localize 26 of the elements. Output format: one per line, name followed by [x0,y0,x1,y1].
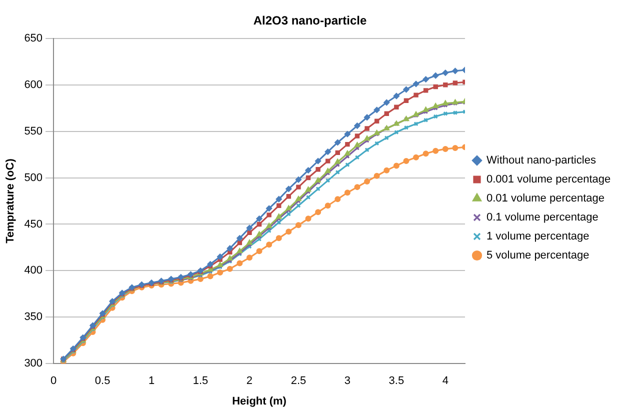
x-tick-label: 1.5 [192,375,208,388]
x-tick-label: 0.5 [94,375,110,388]
legend-label: Without nano-particles [486,154,596,167]
legend-label: 0.1 volume percentage [486,212,598,224]
x-axis-title: Height (m) [232,395,287,408]
y-tick-label: 550 [24,125,43,138]
y-tick-label: 600 [24,78,43,91]
x-tick-label: 4 [442,375,448,388]
y-tick-label: 350 [24,311,43,324]
x-tick-label: 1 [148,375,155,388]
x-tick-label: 3 [344,375,351,388]
legend-label: 1 volume percentage [486,230,590,243]
y-tick-label: 300 [24,358,43,370]
y-axis-title: Temprature (oC) [4,158,17,244]
x-tick-label: 0 [50,375,57,388]
x-tick-label: 3.5 [388,375,404,388]
legend-label: 5 volume percentage [486,250,590,262]
y-tick-label: 650 [24,32,43,44]
x-tick-label: 2 [246,375,253,388]
y-tick-label: 400 [24,264,43,277]
legend-label: 0.01 volume percentage [486,192,605,205]
x-tick-label: 2.5 [290,375,306,388]
chart-title: Al2O3 nano-particle [253,14,367,28]
y-tick-label: 500 [24,172,43,184]
y-tick-label: 450 [24,218,43,230]
legend-label: 0.001 volume percentage [486,174,611,186]
